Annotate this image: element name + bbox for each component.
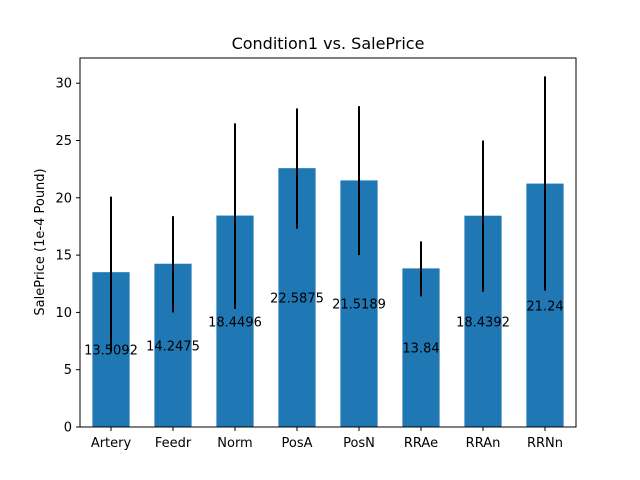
bars-group — [92, 168, 564, 427]
data-label-posn: 21.5189 — [332, 298, 386, 313]
y-tick-label-0: 0 — [64, 421, 72, 436]
data-label-norm: 18.4496 — [208, 315, 262, 330]
x-tick-label-posn: PosN — [343, 436, 375, 451]
x-tick-label-norm: Norm — [217, 436, 252, 451]
x-axis: Artery Feedr Norm PosA PosN RRAe RRAn RRNn — [91, 427, 563, 451]
plot-frame — [79, 57, 577, 428]
y-tick-label-30: 30 — [55, 77, 72, 92]
x-tick-label-rrnn: RRNn — [527, 436, 563, 451]
chart-title: Condition1 vs. SalePrice — [232, 34, 425, 53]
data-label-rran: 18.4392 — [456, 315, 510, 330]
x-tick-label-artery: Artery — [91, 436, 132, 451]
y-tick-label-25: 25 — [55, 134, 72, 149]
data-label-rrnn: 21.24 — [526, 299, 563, 314]
data-label-rrae: 13.84 — [402, 342, 439, 357]
data-label-artery: 13.5092 — [84, 344, 138, 359]
y-tick-label-5: 5 — [64, 363, 72, 378]
x-tick-label-posa: PosA — [282, 436, 313, 451]
x-tick-label-feedr: Feedr — [155, 436, 192, 451]
data-label-posa: 22.5875 — [270, 292, 324, 307]
y-tick-label-10: 10 — [55, 306, 72, 321]
data-label-feedr: 14.2475 — [146, 339, 200, 354]
error-bars-group — [110, 76, 546, 352]
y-tick-label-15: 15 — [55, 249, 72, 264]
y-axis-label: SalePrice (1e-4 Pound) — [33, 168, 48, 315]
x-tick-label-rrae: RRAe — [404, 436, 438, 451]
data-labels-group: 13.5092 14.2475 18.4496 22.5875 21.5189 13.84… — [84, 292, 563, 359]
y-axis: 0 5 10 15 20 25 30 — [55, 77, 80, 436]
x-tick-label-rran: RRAn — [466, 436, 501, 451]
y-tick-label-20: 20 — [55, 191, 72, 206]
